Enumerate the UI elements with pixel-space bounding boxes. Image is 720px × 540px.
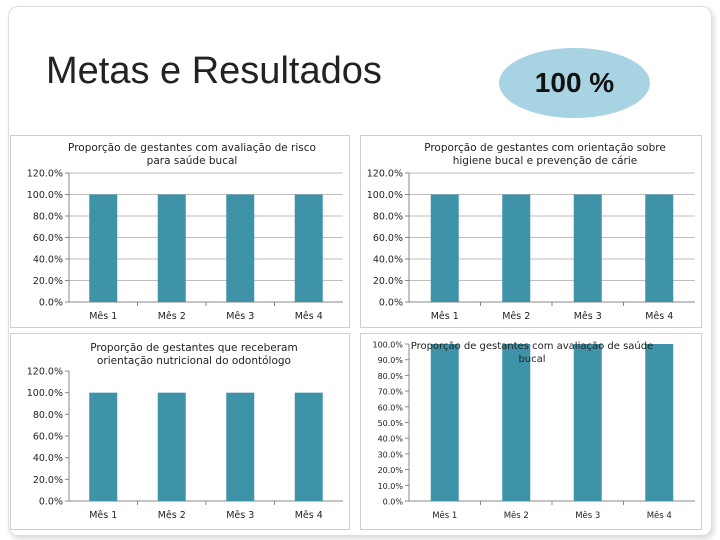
y-tick-label: 60.0% — [33, 432, 63, 443]
x-tick-label: Mês 2 — [158, 311, 186, 322]
x-tick-label: Mês 3 — [574, 311, 602, 322]
x-tick-label: Mês 4 — [295, 311, 323, 322]
bar — [89, 392, 118, 501]
y-tick-label: 20.0% — [33, 475, 63, 486]
x-tick-label: Mês 1 — [431, 311, 459, 322]
bar — [573, 344, 602, 501]
bar — [226, 194, 255, 302]
bar — [89, 194, 118, 302]
bar — [502, 194, 531, 302]
bar — [294, 392, 323, 501]
x-tick-label: Mês 4 — [295, 510, 323, 521]
x-tick-label: Mês 4 — [645, 311, 673, 322]
y-tick-label: 100.0% — [367, 190, 403, 201]
bar — [573, 194, 602, 302]
y-tick-label: 80.0% — [378, 372, 404, 381]
chart-panel-1: Proporção de gestantes com avaliação de … — [10, 135, 350, 328]
y-tick-label: 20.0% — [373, 276, 403, 287]
x-tick-label: Mês 1 — [432, 510, 457, 521]
bar — [430, 344, 459, 501]
x-tick-label: Mês 1 — [89, 510, 117, 521]
chart-title-4: Proporção de gestantes com avaliação de … — [410, 341, 654, 365]
bar — [226, 392, 255, 501]
y-tick-label: 0.0% — [379, 298, 403, 309]
y-tick-label: 60.0% — [33, 233, 63, 244]
y-tick-label: 120.0% — [27, 169, 63, 180]
bar — [502, 344, 531, 501]
y-tick-label: 50.0% — [378, 419, 404, 428]
x-tick-label: Mês 4 — [647, 510, 672, 521]
bar — [157, 194, 186, 302]
y-tick-label: 10.0% — [378, 482, 404, 491]
bar — [430, 194, 459, 302]
y-tick-label: 120.0% — [367, 169, 403, 180]
y-tick-label: 40.0% — [33, 255, 63, 266]
y-tick-label: 70.0% — [378, 388, 404, 397]
bar — [645, 194, 674, 302]
y-tick-label: 120.0% — [27, 367, 63, 378]
y-tick-label: 100.0% — [27, 190, 63, 201]
chart-panel-2: Proporção de gestantes com orientação so… — [360, 135, 702, 328]
goal-badge-label: 100 % — [534, 67, 615, 98]
bar — [294, 194, 323, 302]
chart-title-1: Proporção de gestantes com avaliação de … — [68, 142, 316, 168]
y-tick-label: 100.0% — [372, 341, 403, 350]
chart-panel-4: Proporção de gestantes com avaliação de … — [360, 333, 702, 530]
chart-panel-3: Proporção de gestantes que receberam ori… — [10, 333, 350, 530]
x-tick-label: Mês 3 — [226, 311, 254, 322]
y-tick-label: 60.0% — [373, 233, 403, 244]
x-tick-label: Mês 2 — [504, 510, 529, 521]
y-tick-label: 80.0% — [33, 212, 63, 223]
bar — [157, 392, 186, 501]
chart-svg-4: 0.0% 10.0% 20.0% 30.0% 40.0% 50.0% 60.0% 70.0% 8… — [372, 341, 695, 521]
x-tick-label: Mês 3 — [575, 510, 600, 521]
y-tick-label: 30.0% — [378, 450, 404, 459]
x-tick-label: Mês 1 — [89, 311, 117, 322]
goal-badge: 100 % — [499, 48, 650, 118]
x-tick-label: Mês 3 — [226, 510, 254, 521]
y-tick-label: 20.0% — [33, 276, 63, 287]
x-tick-label: Mês 2 — [502, 311, 530, 322]
y-tick-label: 80.0% — [373, 212, 403, 223]
y-tick-label: 60.0% — [378, 403, 404, 412]
chart-svg-3: 0.0% 20.0% 40.0% 60.0% 80.0% 100.0% 120.0% Mês … — [27, 367, 343, 521]
y-tick-label: 40.0% — [373, 255, 403, 266]
y-tick-label: 90.0% — [378, 356, 404, 365]
chart-title-3: Proporção de gestantes que receberam ori… — [90, 342, 298, 368]
page-title: Metas e Resultados — [46, 50, 382, 92]
y-tick-label: 20.0% — [378, 466, 404, 475]
chart-svg-2: 0.0% 20.0% 40.0% 60.0% 80.0% 100.0% 120.0% Mês … — [367, 169, 695, 322]
y-tick-label: 0.0% — [39, 497, 63, 508]
chart-title-2: Proporção de gestantes com orientação so… — [424, 142, 666, 168]
x-tick-label: Mês 2 — [158, 510, 186, 521]
bar — [645, 344, 674, 501]
y-tick-label: 100.0% — [27, 388, 63, 399]
chart-svg-1: 0.0% 20.0% 40.0% 60.0% 80.0% 100.0% 120.0% Mês … — [27, 169, 343, 322]
y-tick-label: 0.0% — [39, 298, 63, 309]
y-tick-label: 40.0% — [33, 453, 63, 464]
y-tick-label: 0.0% — [383, 498, 404, 507]
y-tick-label: 80.0% — [33, 410, 63, 421]
y-tick-label: 40.0% — [378, 435, 404, 444]
